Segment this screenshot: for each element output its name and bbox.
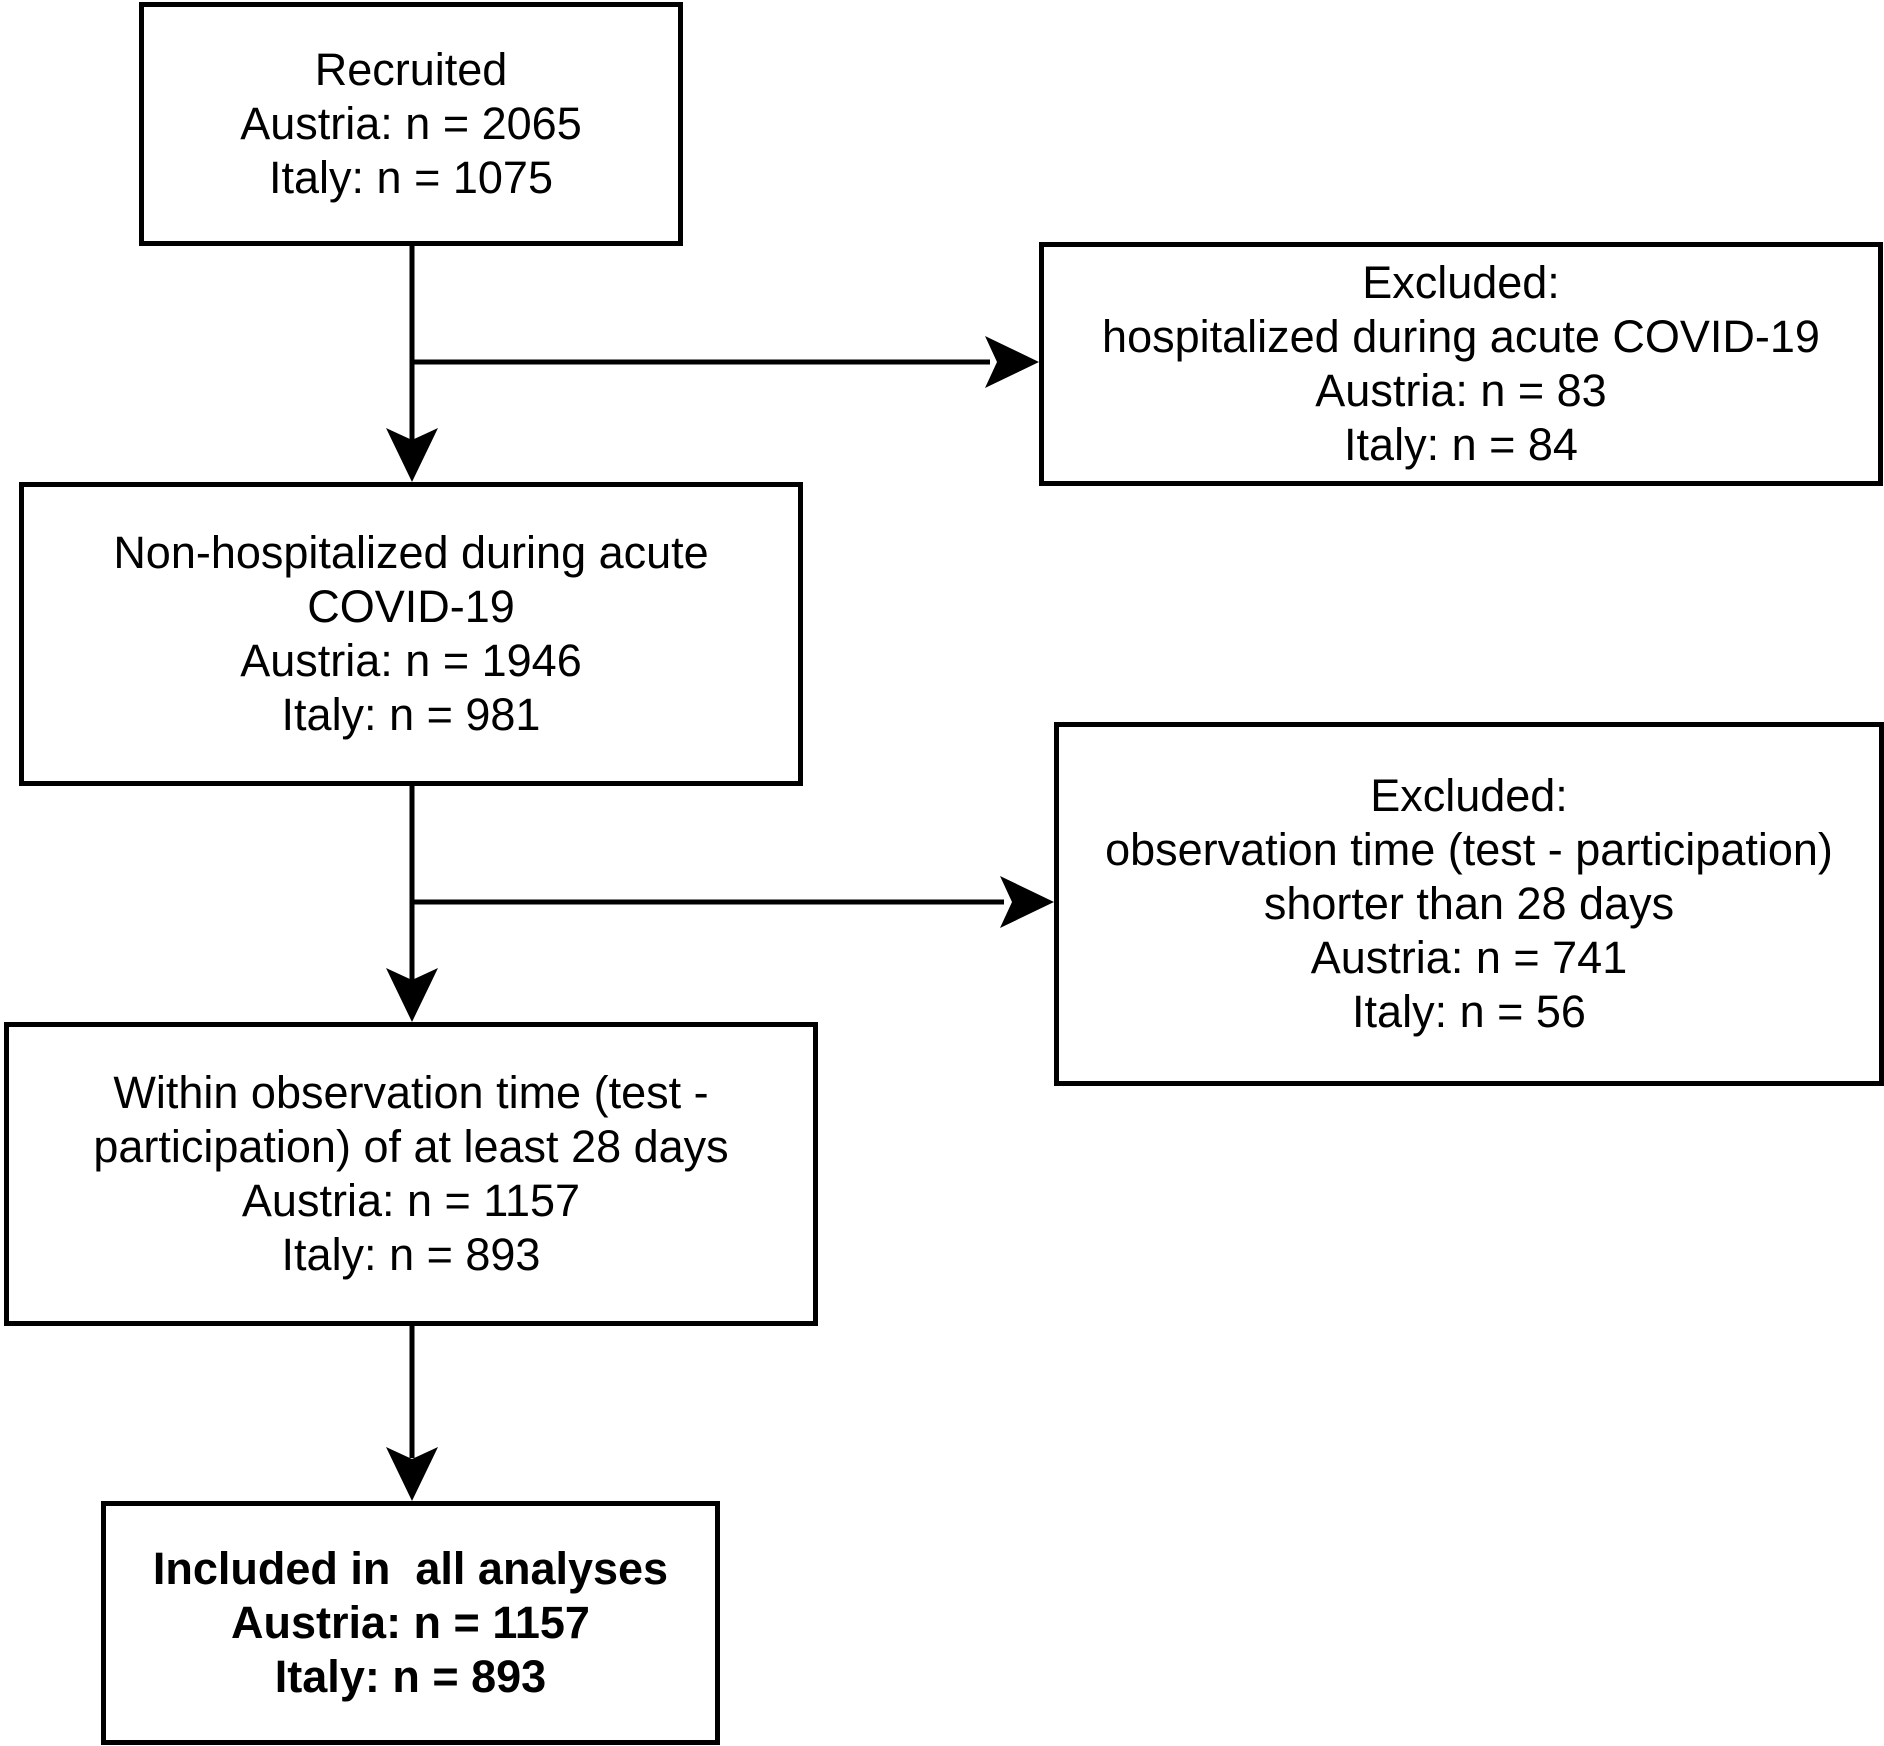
included-box: Included in all analyses Austria: n = 11… [101,1501,720,1745]
excluded-hospitalized-austria-count: Austria: n = 83 [1315,365,1607,416]
excluded-observation-title: Excluded: [1370,770,1568,821]
non-hospitalized-title-line-1: Non-hospitalized during acute [113,527,709,578]
excluded-hospitalized-italy-count: Italy: n = 84 [1344,419,1578,470]
excluded-observation-austria-count: Austria: n = 741 [1310,932,1628,983]
excluded-hospitalized-box: Excluded: hospitalized during acute COVI… [1039,242,1883,486]
excluded-observation-reason-line-1: observation time (test - participation) [1105,824,1833,875]
excluded-observation-italy-count: Italy: n = 56 [1352,986,1586,1037]
included-title: Included in all analyses [152,1543,669,1594]
included-italy-count: Italy: n = 893 [274,1651,547,1702]
arrowhead-to-within [386,968,438,1022]
within-observation-title-line-1: Within observation time (test - [113,1067,709,1118]
recruited-austria-count: Austria: n = 2065 [240,98,582,149]
arrowhead-to-nonhosp [386,428,438,482]
within-observation-austria-count: Austria: n = 1157 [241,1175,581,1226]
within-observation-title-line-2: participation) of at least 28 days [93,1121,729,1172]
non-hospitalized-box: Non-hospitalized during acute COVID-19 A… [19,482,803,786]
arrowhead-to-excluded-1 [985,336,1039,388]
excluded-hospitalized-reason: hospitalized during acute COVID-19 [1102,311,1820,362]
recruited-box: Recruited Austria: n = 2065 Italy: n = 1… [139,2,683,246]
excluded-observation-box: Excluded: observation time (test - parti… [1054,722,1884,1086]
included-austria-count: Austria: n = 1157 [231,1597,590,1648]
non-hospitalized-austria-count: Austria: n = 1946 [240,635,582,686]
arrowhead-to-excluded-2 [1000,876,1054,928]
within-observation-italy-count: Italy: n = 893 [281,1229,541,1280]
recruited-title: Recruited [314,44,508,95]
within-observation-box: Within observation time (test - particip… [4,1022,818,1326]
recruited-italy-count: Italy: n = 1075 [269,152,553,203]
non-hospitalized-italy-count: Italy: n = 981 [281,689,541,740]
excluded-hospitalized-title: Excluded: [1362,257,1560,308]
excluded-observation-reason-line-2: shorter than 28 days [1263,878,1675,929]
arrowhead-to-included [386,1447,438,1501]
non-hospitalized-title-line-2: COVID-19 [307,581,515,632]
